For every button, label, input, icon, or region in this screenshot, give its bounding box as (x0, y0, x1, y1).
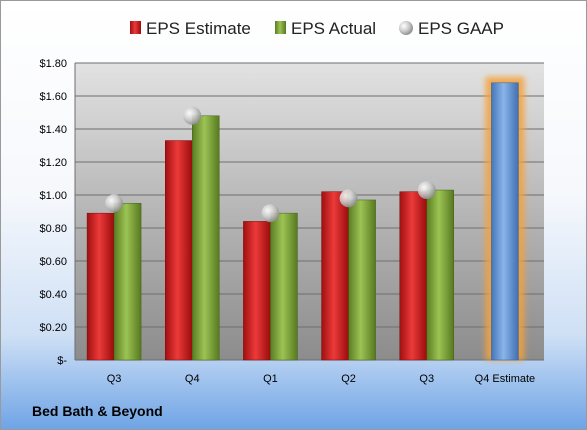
bar-eps-actual (270, 212, 298, 361)
y-tick-label: $1.80 (39, 58, 67, 70)
marker-eps-gaap (417, 181, 436, 200)
y-tick-label: $1.60 (39, 91, 67, 103)
marker-eps-gaap (339, 189, 358, 208)
bar-eps-estimate (321, 191, 349, 361)
gridlines (75, 62, 544, 361)
x-tick-label: Q3 (107, 373, 122, 385)
x-tick-label: Q4 Estimate (475, 373, 536, 385)
marker-eps-gaap (105, 194, 124, 213)
marker-eps-gaap (183, 106, 202, 125)
legend-label-gaap: EPS GAAP (418, 19, 504, 38)
y-tick-label: $1.40 (39, 124, 67, 136)
bar-eps-estimate (243, 221, 271, 361)
legend-swatch-estimate (130, 21, 141, 34)
y-tick-label: $0.80 (39, 223, 67, 235)
plot-area (75, 63, 544, 360)
legend-item-eps-gaap: EPS GAAP (399, 19, 504, 38)
y-axis: $- $0.20 $0.40 $0.60 $0.80 $1.00 $1.20 $1.40 $1.… (39, 58, 76, 367)
bars (86, 76, 525, 361)
legend-item-eps-estimate: EPS Estimate (130, 19, 251, 38)
x-tick-label: Q1 (263, 373, 278, 385)
bar-eps-estimate (399, 191, 427, 361)
y-tick-label: $- (57, 355, 67, 367)
legend-item-eps-actual: EPS Actual (275, 19, 376, 38)
gaap-markers (105, 106, 436, 223)
legend-label-estimate: EPS Estimate (146, 19, 251, 38)
y-tick-label: $0.40 (39, 289, 67, 301)
legend: EPS Estimate EPS Actual EPS GAAP (130, 19, 504, 38)
legend-swatch-gaap (399, 21, 413, 35)
bar-eps-actual (426, 189, 454, 361)
x-tick-label: Q2 (341, 373, 356, 385)
x-tick-label: Q3 (419, 373, 434, 385)
bar-eps-actual (348, 199, 376, 361)
x-axis: Q3 Q4 Q1 Q2 Q3 Q4 Estimate (107, 373, 535, 385)
bar-eps-estimate (165, 140, 193, 361)
marker-eps-gaap (261, 204, 280, 223)
legend-label-actual: EPS Actual (291, 19, 376, 38)
y-tick-label: $0.60 (39, 256, 67, 268)
y-tick-label: $0.20 (39, 322, 67, 334)
legend-swatch-actual (275, 21, 286, 34)
y-tick-label: $1.20 (39, 157, 67, 169)
company-name: Bed Bath & Beyond (32, 403, 163, 419)
bar-eps-actual (192, 115, 220, 361)
y-tick-label: $1.00 (39, 190, 67, 202)
bar-eps-actual (113, 203, 142, 361)
bar-eps-estimate (86, 212, 115, 361)
bar-eps-forecast (491, 82, 519, 361)
x-tick-label: Q4 (185, 373, 200, 385)
